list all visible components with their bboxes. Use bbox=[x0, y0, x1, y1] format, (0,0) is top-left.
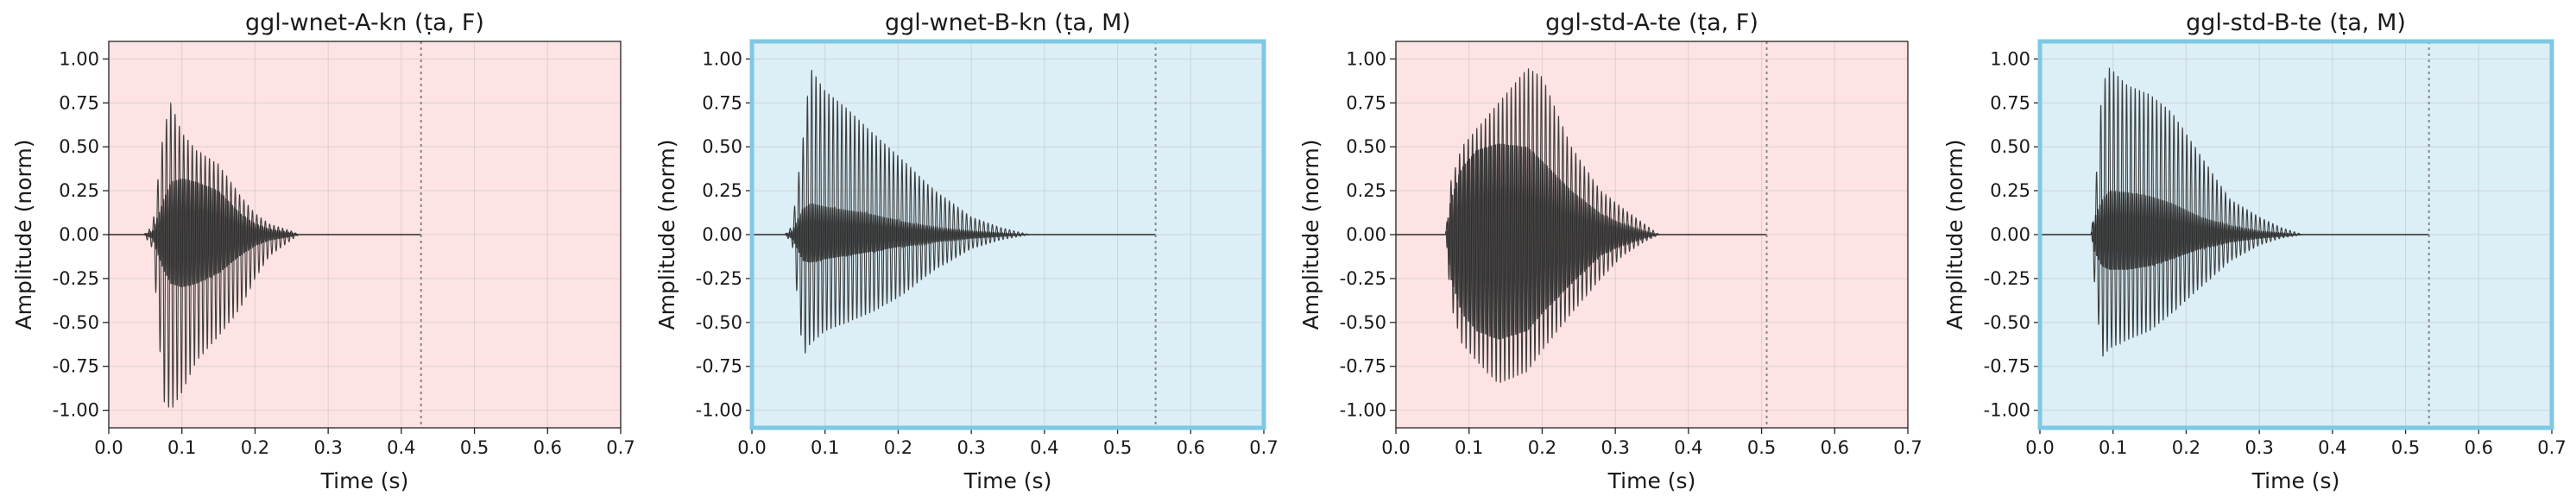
y-tick-label: -1.00 bbox=[696, 400, 742, 421]
y-axis-label: Amplitude (norm) bbox=[11, 140, 36, 330]
y-tick-label: -1.00 bbox=[1984, 400, 2030, 421]
x-tick-label: 0.3 bbox=[957, 437, 985, 458]
y-tick-label: 0.25 bbox=[702, 180, 742, 201]
waveform-core-line bbox=[1444, 143, 1660, 340]
y-tick-label: 0.75 bbox=[1346, 92, 1386, 113]
y-tick-label: 0.00 bbox=[1990, 224, 2030, 245]
x-tick-label: 0.4 bbox=[1674, 437, 1702, 458]
chart-panel-2: 0.0 0.1 0.2 0.3 0.4 0.5 0.6 0.7 1.00 0.75 0.50 0.25… bbox=[654, 9, 1279, 493]
chart-title: ggl-std-B-te (ṭa, M) bbox=[2186, 9, 2406, 36]
y-tick-label: 0.50 bbox=[1346, 136, 1386, 157]
x-tick-label: 0.7 bbox=[606, 437, 635, 458]
y-tick-label: 1.00 bbox=[1346, 48, 1386, 69]
y-axis-label: Amplitude (norm) bbox=[1942, 140, 1967, 330]
y-tick-label: -0.50 bbox=[1984, 312, 2030, 333]
waveform-line bbox=[2090, 67, 2304, 357]
waveform-line bbox=[1445, 68, 1660, 383]
x-axis-label: Time (s) bbox=[2251, 468, 2340, 493]
x-tick-label: 0.5 bbox=[1103, 437, 1132, 458]
y-tick-label: 0.00 bbox=[702, 224, 742, 245]
x-tick-label: 0.6 bbox=[534, 437, 562, 458]
y-tick-label: 0.50 bbox=[1990, 136, 2030, 157]
y-tick-label: -0.75 bbox=[53, 356, 99, 377]
x-axis-label: Time (s) bbox=[963, 468, 1052, 493]
y-tick-label: 0.00 bbox=[59, 224, 99, 245]
x-tick-label: 0.4 bbox=[1030, 437, 1058, 458]
y-tick-label: -0.25 bbox=[696, 268, 742, 289]
x-tick-label: 0.2 bbox=[884, 437, 912, 458]
x-tick-label: 0.0 bbox=[737, 437, 766, 458]
x-tick-label: 0.2 bbox=[241, 437, 269, 458]
y-tick-label: -1.00 bbox=[1340, 400, 1386, 421]
x-tick-label: 0.1 bbox=[1455, 437, 1483, 458]
y-tick-label: 0.75 bbox=[59, 92, 99, 113]
x-tick-label: 0.3 bbox=[1601, 437, 1629, 458]
x-tick-label: 0.3 bbox=[313, 437, 342, 458]
y-tick-label: -0.75 bbox=[1984, 356, 2030, 377]
y-tick-label: 1.00 bbox=[59, 48, 99, 69]
y-tick-label: -0.75 bbox=[1340, 356, 1386, 377]
x-tick-label: 0.1 bbox=[2099, 437, 2127, 458]
y-tick-label: -0.50 bbox=[53, 312, 99, 333]
y-tick-label: 0.75 bbox=[702, 92, 742, 113]
highlight-border bbox=[749, 39, 1266, 430]
y-axis-label: Amplitude (norm) bbox=[1298, 140, 1323, 330]
chart-title: ggl-wnet-B-kn (ṭa, M) bbox=[885, 9, 1131, 36]
y-tick-label: 1.00 bbox=[1990, 48, 2030, 69]
x-tick-label: 0.2 bbox=[2172, 437, 2200, 458]
x-tick-label: 0.5 bbox=[1747, 437, 1776, 458]
x-tick-label: 0.3 bbox=[2245, 437, 2273, 458]
y-tick-label: -0.75 bbox=[696, 356, 742, 377]
y-tick-label: 1.00 bbox=[702, 48, 742, 69]
x-tick-label: 0.1 bbox=[811, 437, 839, 458]
y-tick-label: 0.25 bbox=[1346, 180, 1386, 201]
chart-panel-3: 0.0 0.1 0.2 0.3 0.4 0.5 0.6 0.7 1.00 0.75 0.50 0.25… bbox=[1298, 9, 1923, 493]
y-tick-label: 0.25 bbox=[59, 180, 99, 201]
y-tick-label: -0.50 bbox=[1340, 312, 1386, 333]
waveform-core-line bbox=[143, 178, 300, 288]
x-tick-label: 0.7 bbox=[1893, 437, 1922, 458]
chart-panel-4: 0.0 0.1 0.2 0.3 0.4 0.5 0.6 0.7 1.00 0.75 0.50 0.25… bbox=[1942, 9, 2567, 493]
x-tick-label: 0.7 bbox=[2537, 437, 2566, 458]
x-tick-label: 0.4 bbox=[387, 437, 415, 458]
x-tick-label: 0.6 bbox=[1821, 437, 1849, 458]
y-tick-label: -1.00 bbox=[53, 400, 99, 421]
y-tick-label: -0.25 bbox=[53, 268, 99, 289]
x-tick-label: 0.4 bbox=[2318, 437, 2346, 458]
axes-frame bbox=[1395, 41, 1909, 429]
y-tick-label: 0.75 bbox=[1990, 92, 2030, 113]
chart-title: ggl-std-A-te (ṭa, F) bbox=[1545, 9, 1758, 36]
chart-panel-1: 0.0 0.1 0.2 0.3 0.4 0.5 0.6 0.7 1.00 0.75 0.50 0.25… bbox=[11, 9, 635, 493]
x-tick-label: 0.1 bbox=[167, 437, 196, 458]
highlight-border bbox=[2037, 39, 2554, 430]
x-tick-label: 0.6 bbox=[2465, 437, 2493, 458]
x-tick-label: 0.5 bbox=[2391, 437, 2420, 458]
x-tick-label: 0.0 bbox=[2025, 437, 2054, 458]
y-tick-label: 0.00 bbox=[1346, 224, 1386, 245]
x-tick-label: 0.6 bbox=[1177, 437, 1205, 458]
y-tick-label: 0.25 bbox=[1990, 180, 2030, 201]
x-axis-label: Time (s) bbox=[1607, 468, 1696, 493]
chart-title: ggl-wnet-A-kn (ṭa, F) bbox=[245, 9, 484, 36]
y-axis-label: Amplitude (norm) bbox=[654, 140, 679, 330]
y-tick-label: 0.50 bbox=[702, 136, 742, 157]
y-tick-label: -0.50 bbox=[696, 312, 742, 333]
y-tick-label: 0.50 bbox=[59, 136, 99, 157]
y-tick-label: -0.25 bbox=[1340, 268, 1386, 289]
axes-frame bbox=[108, 41, 622, 429]
x-axis-label: Time (s) bbox=[320, 468, 409, 493]
y-tick-label: -0.25 bbox=[1984, 268, 2030, 289]
x-tick-label: 0.5 bbox=[460, 437, 489, 458]
x-tick-label: 0.0 bbox=[1381, 437, 1410, 458]
x-tick-label: 0.7 bbox=[1249, 437, 1278, 458]
waveform-core-line bbox=[2090, 188, 2304, 270]
waveform-core-line bbox=[784, 203, 1030, 263]
x-tick-label: 0.2 bbox=[1528, 437, 1556, 458]
x-tick-label: 0.0 bbox=[94, 437, 123, 458]
